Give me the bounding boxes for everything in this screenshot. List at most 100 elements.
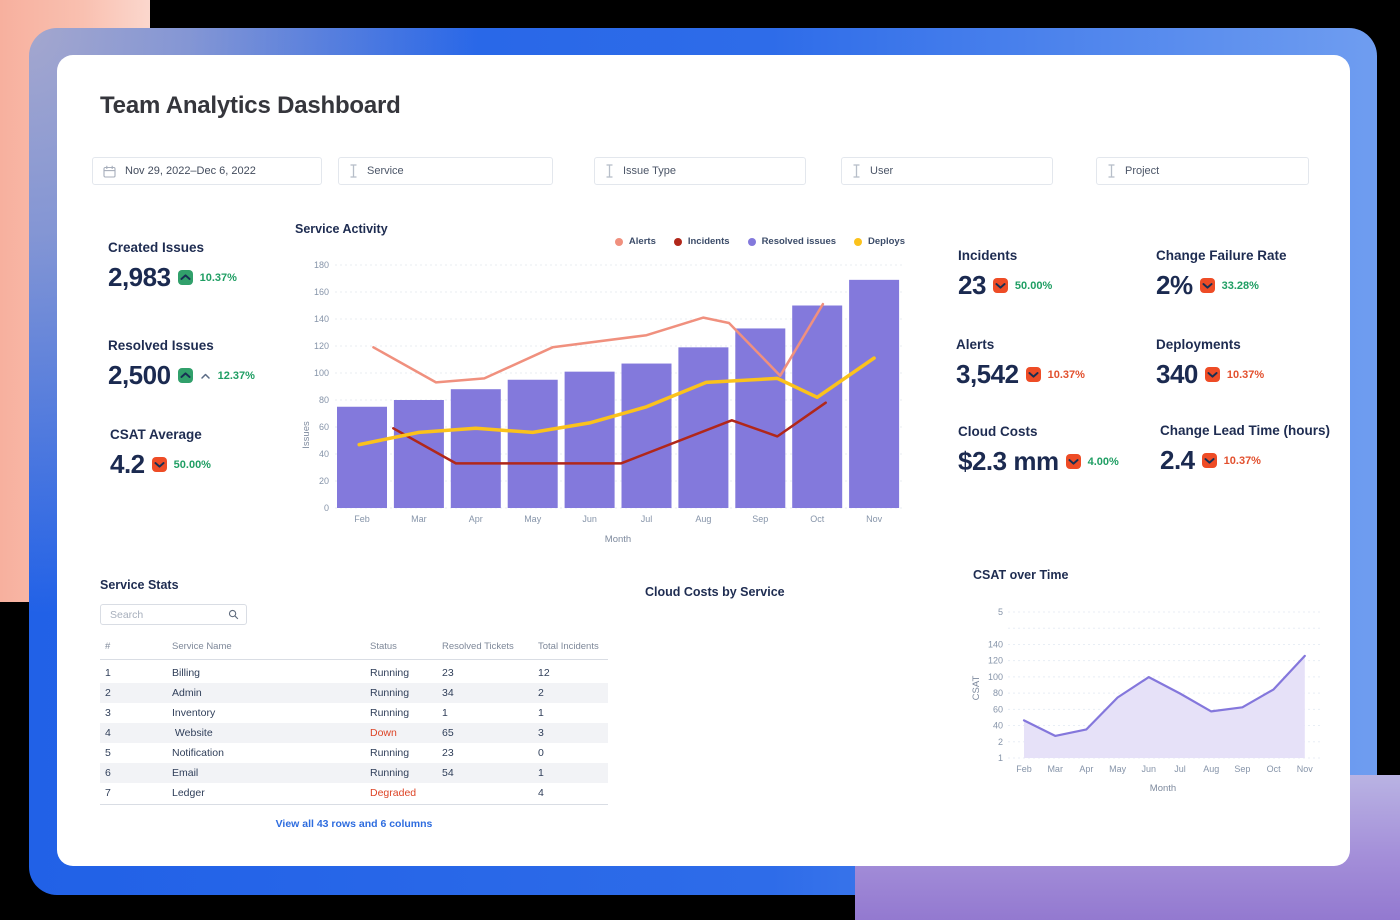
trend-down-badge <box>1201 453 1217 468</box>
svg-text:100: 100 <box>314 368 329 378</box>
trend-down-badge <box>151 457 167 472</box>
kpi-card: Change Lead Time (hours) 2.4 10.37% <box>1160 423 1330 476</box>
table-cell: 2 <box>105 687 111 699</box>
table-header-rule <box>100 659 608 660</box>
svg-text:Apr: Apr <box>1079 764 1093 774</box>
status-cell: Running <box>370 687 410 699</box>
kpi-value: 2,500 <box>108 360 171 390</box>
trend-down-badge <box>1065 454 1081 469</box>
table-cell: 7 <box>105 787 111 799</box>
svg-text:120: 120 <box>988 656 1003 666</box>
status-cell: Degraded <box>370 787 417 799</box>
calendar-icon <box>103 165 116 178</box>
ibeam-icon <box>853 164 860 178</box>
kpi-label: Change Lead Time (hours) <box>1160 423 1331 438</box>
table-cell: 54 <box>442 767 454 779</box>
table-row[interactable]: 1 Billing Running 23 12 <box>100 663 608 683</box>
kpi-delta: 50.00% <box>173 458 211 471</box>
kpi-label: CSAT Average <box>110 427 202 442</box>
svg-text:Feb: Feb <box>354 514 370 524</box>
svg-text:Jul: Jul <box>641 514 653 524</box>
table-header-cell: Resolved Tickets <box>442 641 514 652</box>
date-range-value: Nov 29, 2022–Dec 6, 2022 <box>125 165 256 177</box>
kpi-value-row: 4.2 50.00% <box>110 449 211 480</box>
table-cell: 34 <box>442 687 454 699</box>
svg-text:CSAT: CSAT <box>971 675 982 700</box>
kpi-label: Cloud Costs <box>958 424 1038 439</box>
kpi-value-row: 2% 33.28% <box>1156 270 1287 301</box>
svg-text:60: 60 <box>319 422 329 432</box>
kpi-label: Resolved Issues <box>108 338 214 353</box>
table-cell: 1 <box>442 707 448 719</box>
status-cell: Running <box>370 707 410 719</box>
table-cell: Inventory <box>172 707 216 719</box>
date-range-picker[interactable]: Nov 29, 2022–Dec 6, 2022 <box>92 157 322 185</box>
svg-text:Jul: Jul <box>1174 764 1186 774</box>
table-cell: 1 <box>538 767 544 779</box>
chevron-up-icon <box>180 274 191 280</box>
caret-up-icon <box>200 373 210 379</box>
svg-text:Month: Month <box>605 534 631 545</box>
svg-text:40: 40 <box>993 721 1003 731</box>
svg-text:40: 40 <box>319 449 329 459</box>
kpi-value-row: 23 50.00% <box>958 270 1052 301</box>
legend-label: Deploys <box>868 236 905 247</box>
filter-select-service[interactable]: Service <box>338 157 553 185</box>
legend-dot <box>673 237 682 246</box>
legend-dot <box>747 237 756 246</box>
chevron-down-icon <box>1204 458 1215 464</box>
table-header-cell: Total Incidents <box>538 641 599 652</box>
trend-down-badge <box>1025 367 1041 382</box>
table-cell: 2 <box>538 687 544 699</box>
svg-text:Nov: Nov <box>866 514 883 524</box>
legend-item: Resolved issues <box>747 236 837 247</box>
kpi-delta: 10.37% <box>1226 368 1265 381</box>
filter-label: Project <box>1125 165 1160 177</box>
svg-text:Apr: Apr <box>469 514 483 524</box>
table-row[interactable]: 5 Notification Running 23 0 <box>100 743 608 763</box>
csat-over-time-chart: 1 2 40 60 80 100 120 140 5 Feb Mar Apr May Jun Jul Aug S… <box>971 607 1322 794</box>
svg-text:May: May <box>524 514 542 524</box>
table-header-cell: Status <box>370 641 397 652</box>
search-box[interactable] <box>100 604 247 625</box>
legend-label: Resolved issues <box>761 236 837 247</box>
table-row[interactable]: 7 Ledger Degraded 4 <box>100 783 608 803</box>
svg-text:May: May <box>1109 764 1127 774</box>
svg-text:Feb: Feb <box>1016 764 1032 774</box>
table-row[interactable]: 4 Website Down 65 3 <box>100 723 608 743</box>
filter-select-user[interactable]: User <box>841 157 1053 185</box>
legend-dot <box>614 237 623 246</box>
kpi-card: Alerts 3,542 10.37% <box>956 337 1085 390</box>
table-cell: 65 <box>442 727 454 739</box>
svg-text:Aug: Aug <box>1203 764 1219 774</box>
search-input[interactable] <box>108 607 228 622</box>
kpi-value: $2.3 mm <box>958 446 1059 476</box>
legend-item: Deploys <box>854 236 905 247</box>
filter-select-issue-type[interactable]: Issue Type <box>594 157 806 185</box>
svg-text:20: 20 <box>319 476 329 486</box>
legend-item: Alerts <box>614 236 656 247</box>
kpi-delta: 12.37% <box>217 369 255 382</box>
kpi-value: 2.4 <box>1160 445 1195 475</box>
chevron-down-icon <box>995 283 1006 289</box>
table-row[interactable]: 6 Email Running 54 1 <box>100 763 608 783</box>
chevron-down-icon <box>154 462 165 468</box>
trend-down-badge <box>1204 367 1220 382</box>
table-bottom-rule <box>100 804 608 805</box>
kpi-card: Incidents 23 50.00% <box>958 248 1052 301</box>
table-cell: 6 <box>105 767 111 779</box>
kpi-value-row: 3,542 10.37% <box>956 359 1085 390</box>
table-header-cell: # <box>105 641 111 652</box>
chart-legend: Alerts Incidents Resolved issues Deploys <box>600 236 905 247</box>
table-cell: 12 <box>538 667 550 679</box>
svg-text:180: 180 <box>314 260 329 270</box>
table-cell: 4 <box>105 727 111 739</box>
kpi-delta: 10.37% <box>1223 454 1261 467</box>
table-cell: 5 <box>105 747 111 759</box>
search-icon <box>228 609 239 620</box>
filter-select-project[interactable]: Project <box>1096 157 1309 185</box>
view-all-link[interactable]: View all 43 rows and 6 columns <box>275 818 433 830</box>
table-cell: Notification <box>172 747 224 759</box>
table-row[interactable]: 3 Inventory Running 1 1 <box>100 703 608 723</box>
table-row[interactable]: 2 Admin Running 34 2 <box>100 683 608 703</box>
